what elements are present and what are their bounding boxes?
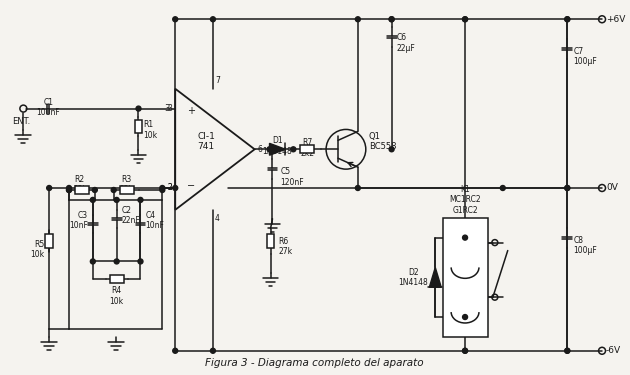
Polygon shape	[270, 143, 285, 155]
Bar	[75, 186, 89, 194]
Circle shape	[565, 348, 570, 353]
Circle shape	[93, 188, 97, 192]
Circle shape	[160, 186, 165, 190]
Text: -6V: -6V	[606, 346, 621, 355]
Bar	[45, 234, 53, 248]
Circle shape	[173, 348, 178, 353]
Circle shape	[462, 348, 467, 353]
Circle shape	[173, 17, 178, 22]
Circle shape	[462, 235, 467, 240]
Text: +6V: +6V	[606, 15, 626, 24]
Circle shape	[291, 147, 296, 152]
Text: R6
27k: R6 27k	[278, 237, 292, 256]
Circle shape	[136, 106, 141, 111]
Circle shape	[355, 186, 360, 190]
Text: D2
1N4148: D2 1N4148	[399, 268, 428, 287]
Text: K1
MC1RC2
G1RC2: K1 MC1RC2 G1RC2	[449, 185, 481, 215]
Text: C6
22μF: C6 22μF	[396, 33, 415, 53]
Bar	[301, 146, 314, 153]
Text: 2: 2	[168, 183, 172, 192]
Circle shape	[138, 197, 143, 202]
Text: ENT.: ENT.	[12, 117, 30, 126]
Text: 3: 3	[164, 104, 169, 113]
Text: C1
100nF: C1 100nF	[37, 98, 60, 117]
Circle shape	[67, 188, 71, 192]
Text: R7
2k2: R7 2k2	[301, 138, 314, 158]
Bar	[110, 275, 123, 283]
Text: R5
10k: R5 10k	[30, 240, 44, 259]
Bar	[266, 234, 275, 248]
Circle shape	[462, 348, 467, 353]
Circle shape	[67, 186, 71, 190]
Text: −: −	[187, 181, 195, 191]
Circle shape	[173, 186, 178, 190]
Text: R1
10k: R1 10k	[144, 120, 158, 140]
Text: R4
10k: R4 10k	[110, 286, 123, 306]
Text: R3
22k: R3 22k	[120, 175, 134, 195]
Text: C7
100μF: C7 100μF	[573, 47, 597, 66]
Circle shape	[90, 259, 95, 264]
Circle shape	[500, 186, 505, 190]
Circle shape	[565, 17, 570, 22]
Circle shape	[210, 348, 215, 353]
Text: C4
10nF: C4 10nF	[146, 211, 164, 231]
Text: 6: 6	[258, 145, 263, 154]
Text: 0V: 0V	[606, 183, 618, 192]
Circle shape	[67, 188, 71, 192]
Text: C8
100μF: C8 100μF	[573, 236, 597, 255]
Text: 3: 3	[168, 104, 172, 113]
Circle shape	[138, 259, 143, 264]
Text: 4: 4	[215, 214, 220, 223]
Circle shape	[462, 17, 467, 22]
Bar	[120, 186, 134, 194]
Circle shape	[565, 17, 570, 22]
Text: 2: 2	[168, 183, 172, 192]
Circle shape	[160, 188, 165, 192]
Circle shape	[462, 315, 467, 320]
Circle shape	[565, 186, 570, 190]
Text: Figura 3 - Diagrama completo del aparato: Figura 3 - Diagrama completo del aparato	[205, 358, 423, 368]
Text: C2
22nF: C2 22nF	[122, 206, 140, 225]
Text: C5
120nF: C5 120nF	[280, 167, 304, 186]
Circle shape	[389, 17, 394, 22]
Circle shape	[565, 348, 570, 353]
Circle shape	[210, 17, 215, 22]
Text: +: +	[187, 106, 195, 116]
Text: 7: 7	[215, 76, 220, 85]
Text: C3
10nF: C3 10nF	[69, 211, 88, 231]
Circle shape	[267, 147, 272, 152]
Circle shape	[389, 17, 394, 22]
Bar	[135, 120, 142, 134]
Text: R2
22k: R2 22k	[74, 175, 88, 195]
Circle shape	[114, 259, 119, 264]
Bar	[444, 218, 488, 337]
Circle shape	[47, 186, 52, 190]
Circle shape	[389, 147, 394, 152]
Text: CI-1
741: CI-1 741	[197, 132, 215, 151]
Circle shape	[112, 188, 116, 192]
Circle shape	[355, 17, 360, 22]
Text: D1
1N4148: D1 1N4148	[263, 136, 292, 156]
Circle shape	[462, 17, 467, 22]
Polygon shape	[429, 267, 441, 287]
Text: Q1
BC558: Q1 BC558	[369, 132, 396, 151]
Circle shape	[90, 197, 95, 202]
Circle shape	[114, 197, 119, 202]
Circle shape	[565, 186, 570, 190]
